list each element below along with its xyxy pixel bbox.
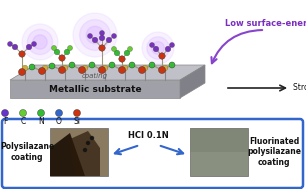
Circle shape	[51, 46, 57, 50]
Circle shape	[58, 67, 65, 74]
Polygon shape	[10, 80, 180, 98]
Circle shape	[169, 62, 175, 68]
Circle shape	[91, 136, 94, 139]
Circle shape	[87, 142, 89, 145]
Circle shape	[99, 35, 105, 41]
Circle shape	[111, 33, 117, 39]
Bar	[190, 128, 248, 152]
Circle shape	[99, 45, 105, 51]
Text: coating: coating	[82, 73, 108, 79]
Circle shape	[49, 63, 55, 69]
Bar	[190, 128, 248, 176]
Circle shape	[22, 65, 28, 71]
Circle shape	[151, 42, 164, 54]
Circle shape	[33, 35, 47, 49]
Text: HCl 0.1N: HCl 0.1N	[128, 132, 168, 140]
Circle shape	[142, 65, 148, 71]
Circle shape	[124, 50, 130, 56]
Circle shape	[159, 53, 165, 59]
Circle shape	[26, 44, 32, 50]
Circle shape	[89, 62, 95, 68]
Text: F: F	[3, 116, 7, 125]
Bar	[50, 128, 108, 176]
Circle shape	[159, 67, 166, 74]
Text: N: N	[38, 116, 44, 125]
Circle shape	[111, 46, 117, 51]
Circle shape	[84, 149, 87, 152]
Circle shape	[54, 49, 60, 55]
Circle shape	[80, 20, 110, 50]
Circle shape	[18, 68, 25, 75]
Circle shape	[29, 64, 35, 70]
Circle shape	[162, 65, 168, 71]
Circle shape	[38, 109, 44, 116]
Text: Strong adhesion: Strong adhesion	[293, 84, 306, 92]
Circle shape	[153, 46, 159, 52]
Circle shape	[118, 67, 125, 74]
Circle shape	[59, 55, 65, 61]
Polygon shape	[68, 131, 100, 176]
Circle shape	[79, 67, 85, 74]
Polygon shape	[50, 133, 85, 176]
Polygon shape	[180, 65, 205, 98]
Circle shape	[28, 29, 53, 55]
Circle shape	[119, 56, 125, 62]
Circle shape	[128, 46, 132, 51]
Text: Low surface-energy: Low surface-energy	[225, 19, 306, 28]
Circle shape	[139, 67, 145, 74]
Circle shape	[8, 42, 13, 46]
Circle shape	[99, 30, 105, 36]
Text: Fluorinated
polysilazane
coating: Fluorinated polysilazane coating	[247, 137, 301, 167]
Circle shape	[39, 67, 46, 74]
Circle shape	[106, 37, 112, 43]
Circle shape	[2, 109, 9, 116]
Circle shape	[73, 109, 80, 116]
Circle shape	[142, 32, 174, 64]
Polygon shape	[10, 65, 205, 80]
Circle shape	[149, 62, 155, 68]
Circle shape	[99, 67, 106, 74]
Circle shape	[170, 43, 174, 47]
Circle shape	[73, 13, 117, 57]
Circle shape	[92, 37, 98, 43]
Circle shape	[32, 42, 36, 46]
Circle shape	[64, 49, 70, 55]
Circle shape	[42, 65, 48, 71]
Circle shape	[109, 62, 115, 68]
Text: Polysilazane
coating: Polysilazane coating	[0, 142, 54, 162]
Circle shape	[147, 37, 169, 59]
Circle shape	[150, 43, 155, 47]
Circle shape	[12, 44, 18, 50]
Circle shape	[19, 51, 25, 57]
Circle shape	[55, 109, 62, 116]
Circle shape	[88, 33, 92, 39]
Circle shape	[69, 62, 75, 68]
Circle shape	[68, 46, 73, 50]
Circle shape	[82, 65, 88, 71]
Circle shape	[165, 46, 171, 52]
FancyBboxPatch shape	[2, 119, 303, 188]
Text: C: C	[21, 116, 26, 125]
Circle shape	[86, 26, 104, 44]
Text: Metallic substrate: Metallic substrate	[49, 84, 141, 94]
Text: Si: Si	[73, 116, 80, 125]
Circle shape	[20, 109, 27, 116]
Circle shape	[22, 24, 58, 60]
Circle shape	[62, 65, 68, 71]
Text: O: O	[56, 116, 62, 125]
Circle shape	[114, 50, 120, 56]
Circle shape	[102, 65, 108, 71]
Circle shape	[129, 62, 135, 68]
Circle shape	[122, 65, 128, 71]
